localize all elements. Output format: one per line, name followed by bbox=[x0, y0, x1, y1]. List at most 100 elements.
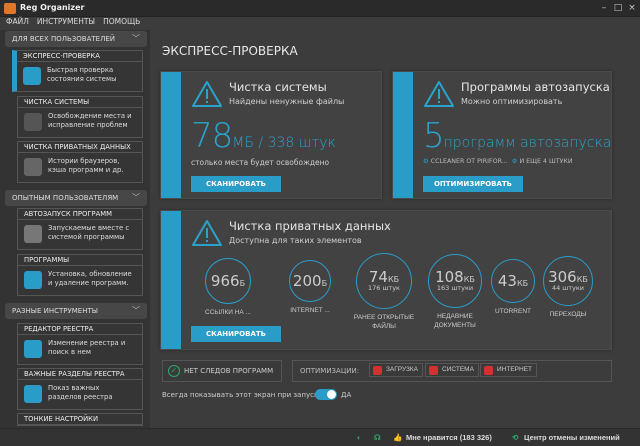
private-item-label: ПЕРЕХОДЫ bbox=[549, 311, 587, 318]
opt-label: ЗАГРУЗКА bbox=[386, 366, 419, 373]
menu-tools[interactable]: ИНСТРУМЕНТЫ bbox=[36, 17, 96, 26]
opt-label: ИНТЕРНЕТ bbox=[497, 366, 533, 373]
sidebar-item[interactable]: ЭКСПРЕСС-ПРОВЕРКА Быстрая проверка состоян… bbox=[12, 50, 143, 92]
undo-icon: ⟲ bbox=[512, 433, 519, 442]
card-note: столько места будет освобождено bbox=[191, 158, 330, 167]
desc-line: Показ важных bbox=[48, 384, 100, 392]
sidebar-item[interactable]: РЕДАКТОР РЕЕСТРА Изменение реестра и поиск… bbox=[17, 323, 143, 365]
like-button[interactable]: Мне нравится (183 326) bbox=[406, 433, 492, 442]
monitor-broom-icon bbox=[24, 113, 42, 131]
section-advanced-users[interactable]: ОПЫТНЫМ ПОЛЬЗОВАТЕЛЯМ ﹀ bbox=[5, 190, 147, 206]
private-item-circle[interactable]: 74КБ 176 штук bbox=[356, 253, 412, 309]
size-unit: Б bbox=[321, 279, 328, 288]
box-trash-icon bbox=[24, 271, 42, 289]
menu-file[interactable]: ФАЙЛ bbox=[6, 17, 29, 26]
no-traces-box: ✓ НЕТ СЛЕДОВ ПРОГРАММ bbox=[162, 360, 282, 382]
always-show-label: Всегда показывать этот экран при запуске bbox=[162, 391, 323, 399]
minimize-button[interactable]: – bbox=[601, 3, 607, 13]
opt-boot-button[interactable]: ЗАГРУЗКА bbox=[369, 363, 424, 377]
sidebar-item-desc: Изменение реестра и поиск в нем bbox=[48, 339, 125, 357]
menu-bar: ФАЙЛ ИНСТРУМЕНТЫ ПОМОЩЬ bbox=[0, 17, 148, 30]
private-item-label: НЕДАВНИЕ ДОКУМЕНТЫ bbox=[434, 313, 476, 329]
section-misc-tools[interactable]: РАЗНЫЕ ИНСТРУМЕНТЫ ﹀ bbox=[5, 303, 147, 319]
always-show-toggle[interactable] bbox=[315, 389, 337, 400]
section-label: ДЛЯ ВСЕХ ПОЛЬЗОВАТЕЛЕЙ bbox=[12, 35, 116, 43]
user-broom-icon bbox=[24, 158, 42, 176]
section-all-users[interactable]: ДЛЯ ВСЕХ ПОЛЬЗОВАТЕЛЕЙ ﹀ bbox=[5, 31, 147, 47]
card-subtitle: Доступна для таких элементов bbox=[229, 236, 362, 245]
toggle-knob bbox=[327, 390, 336, 399]
sidebar-item-title: ПРОГРАММЫ bbox=[18, 255, 142, 266]
status-bar: ◐ ☊ 👍 Мне нравится (183 326) ⟲ Центр отм… bbox=[0, 428, 640, 446]
card-strip bbox=[161, 211, 181, 349]
chevron-down-icon: ﹀ bbox=[132, 193, 140, 202]
alert-icon bbox=[484, 366, 493, 375]
private-item-circle[interactable]: 43КБ bbox=[491, 259, 535, 303]
app-logo bbox=[4, 3, 16, 14]
sidebar-item-desc: Освобождение места и исправление проблем bbox=[48, 112, 132, 130]
sidebar-item-desc: Установка, обновление и удаление программ… bbox=[48, 270, 132, 288]
chevron-down-icon: ﹀ bbox=[132, 306, 140, 315]
close-button[interactable]: × bbox=[628, 3, 636, 13]
card-title: Программы автозапуска bbox=[461, 80, 610, 94]
sidebar-item-desc: Быстрая проверка состояния системы bbox=[47, 66, 116, 84]
big-value: 78МБ / 338 штук bbox=[191, 116, 336, 156]
size-value: 74 bbox=[368, 268, 388, 286]
size-value: 108 bbox=[435, 268, 464, 286]
section-label: ОПЫТНЫМ ПОЛЬЗОВАТЕЛЯМ bbox=[12, 194, 119, 202]
scan-system-button[interactable]: СКАНИРОВАТЬ bbox=[191, 176, 281, 192]
sidebar-item[interactable]: ЧИСТКА ПРИВАТНЫХ ДАННЫХ Истории браузеров… bbox=[17, 141, 143, 183]
menu-help[interactable]: ПОМОЩЬ bbox=[103, 17, 141, 26]
toggle-value: ДА bbox=[341, 391, 352, 399]
private-item-circle[interactable]: 200Б bbox=[289, 260, 331, 302]
alert-icon bbox=[429, 366, 438, 375]
more-programs-link[interactable]: И ЕЩЕ 4 ШТУКИ bbox=[519, 158, 573, 165]
autorun-program-link[interactable]: CCLEANER ОТ PIRIFOR... bbox=[430, 158, 508, 165]
shield-icon[interactable]: ◐ bbox=[357, 433, 362, 442]
magnifier-check-icon bbox=[23, 67, 41, 85]
item-count: 163 штуки bbox=[436, 284, 474, 292]
sidebar-item-desc: Истории браузеров, кэша программ и др. bbox=[48, 157, 124, 175]
sidebar-item[interactable]: ТОНКИЕ НАСТРОЙКИ bbox=[17, 413, 143, 426]
card-strip bbox=[393, 72, 413, 198]
warning-icon bbox=[192, 220, 222, 246]
size-value: 306 bbox=[548, 268, 577, 286]
size-unit: Б bbox=[239, 279, 246, 288]
gear-icon: ⚙ bbox=[511, 158, 518, 165]
undo-center-button[interactable]: Центр отмены изменений bbox=[524, 433, 620, 442]
flag-gear-icon bbox=[24, 225, 42, 243]
item-count: 176 штук bbox=[368, 284, 400, 292]
sidebar-item[interactable]: ВАЖНЫЕ РАЗДЕЛЫ РЕЕСТРА Показ важных раздел… bbox=[17, 368, 143, 410]
optimizations-label: ОПТИМИЗАЦИИ: bbox=[300, 367, 360, 375]
opt-internet-button[interactable]: ИНТЕРНЕТ bbox=[480, 363, 538, 377]
sidebar-item-title: АВТОЗАПУСК ПРОГРАММ bbox=[18, 209, 142, 220]
private-item-label: ССЫЛКИ НА ... bbox=[205, 309, 251, 316]
private-item-label: INTERNET ... bbox=[290, 307, 330, 314]
private-item-circle[interactable]: 306КБ 44 штуки bbox=[543, 256, 593, 306]
autorun-card: Программы автозапуска Можно оптимизирова… bbox=[392, 71, 612, 199]
private-item-circle[interactable]: 108КБ 163 штуки bbox=[428, 254, 482, 308]
optimize-button[interactable]: ОПТИМИЗИРОВАТЬ bbox=[423, 176, 523, 192]
check-circle-icon: ✓ bbox=[168, 365, 180, 377]
sidebar-item[interactable]: ЧИСТКА СИСТЕМЫ Освобождение места и исправ… bbox=[17, 96, 143, 138]
gear-icon: ⚙ bbox=[423, 158, 429, 165]
sidebar-item-desc: Показ важных разделов реестра bbox=[48, 384, 113, 402]
item-size: 43КБ bbox=[492, 272, 534, 290]
sidebar-item-title: ЧИСТКА ПРИВАТНЫХ ДАННЫХ bbox=[18, 142, 142, 153]
sidebar-item[interactable]: ПРОГРАММЫ Установка, обновление и удаление… bbox=[17, 254, 143, 296]
sidebar-item-title: ЧИСТКА СИСТЕМЫ bbox=[18, 97, 142, 108]
card-subtitle: Можно оптимизировать bbox=[461, 97, 563, 106]
headset-icon[interactable]: ☊ bbox=[374, 433, 381, 442]
size-value: 200 bbox=[292, 272, 322, 290]
opt-system-button[interactable]: СИСТЕМА bbox=[425, 363, 479, 377]
maximize-button[interactable]: □ bbox=[613, 3, 623, 13]
sidebar-item-title: ЭКСПРЕСС-ПРОВЕРКА bbox=[17, 51, 142, 62]
item-size: 108КБ bbox=[429, 268, 481, 286]
scan-private-button[interactable]: СКАНИРОВАТЬ bbox=[191, 326, 281, 342]
desc-line: исправление проблем bbox=[48, 121, 128, 129]
size-unit: КБ bbox=[576, 275, 588, 284]
private-item-circle[interactable]: 966Б bbox=[205, 258, 251, 304]
thumbs-up-icon: 👍 bbox=[393, 433, 403, 442]
size-unit: КБ bbox=[463, 275, 475, 284]
